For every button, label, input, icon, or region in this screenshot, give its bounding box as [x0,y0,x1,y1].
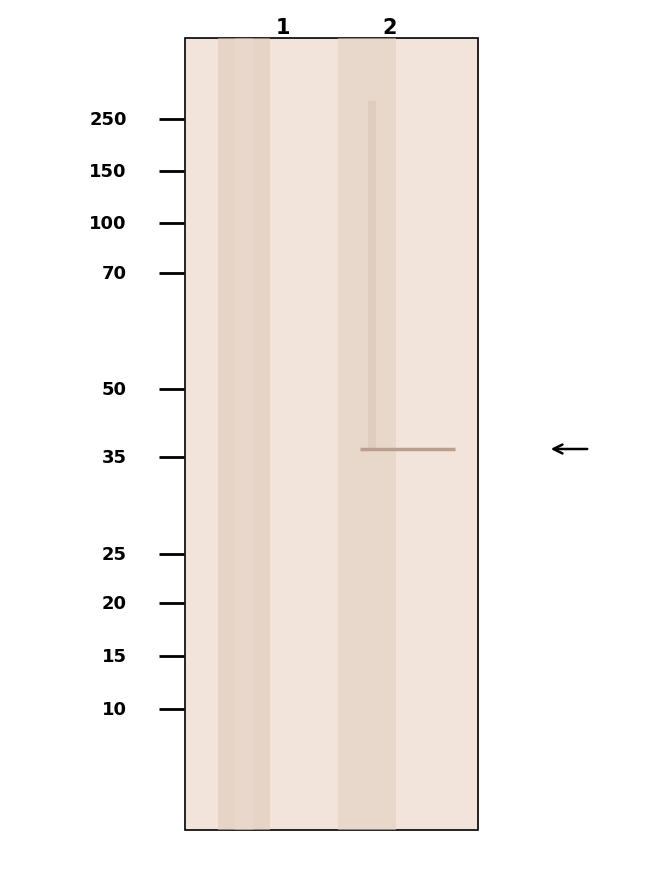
Text: 15: 15 [102,647,127,666]
Bar [185,39,478,830]
Bar [235,39,253,830]
Text: 35: 35 [102,448,127,467]
Bar [218,39,270,830]
Text: 2: 2 [383,18,397,37]
Text: 10: 10 [102,700,127,718]
Text: 50: 50 [102,381,127,399]
Bar [369,103,376,449]
Text: 100: 100 [89,215,127,233]
Bar [338,39,396,830]
Text: 250: 250 [89,111,127,129]
Text: 150: 150 [89,163,127,181]
Text: 70: 70 [102,265,127,282]
Text: 20: 20 [102,594,127,613]
Text: 1: 1 [276,18,290,37]
Text: 25: 25 [102,546,127,563]
